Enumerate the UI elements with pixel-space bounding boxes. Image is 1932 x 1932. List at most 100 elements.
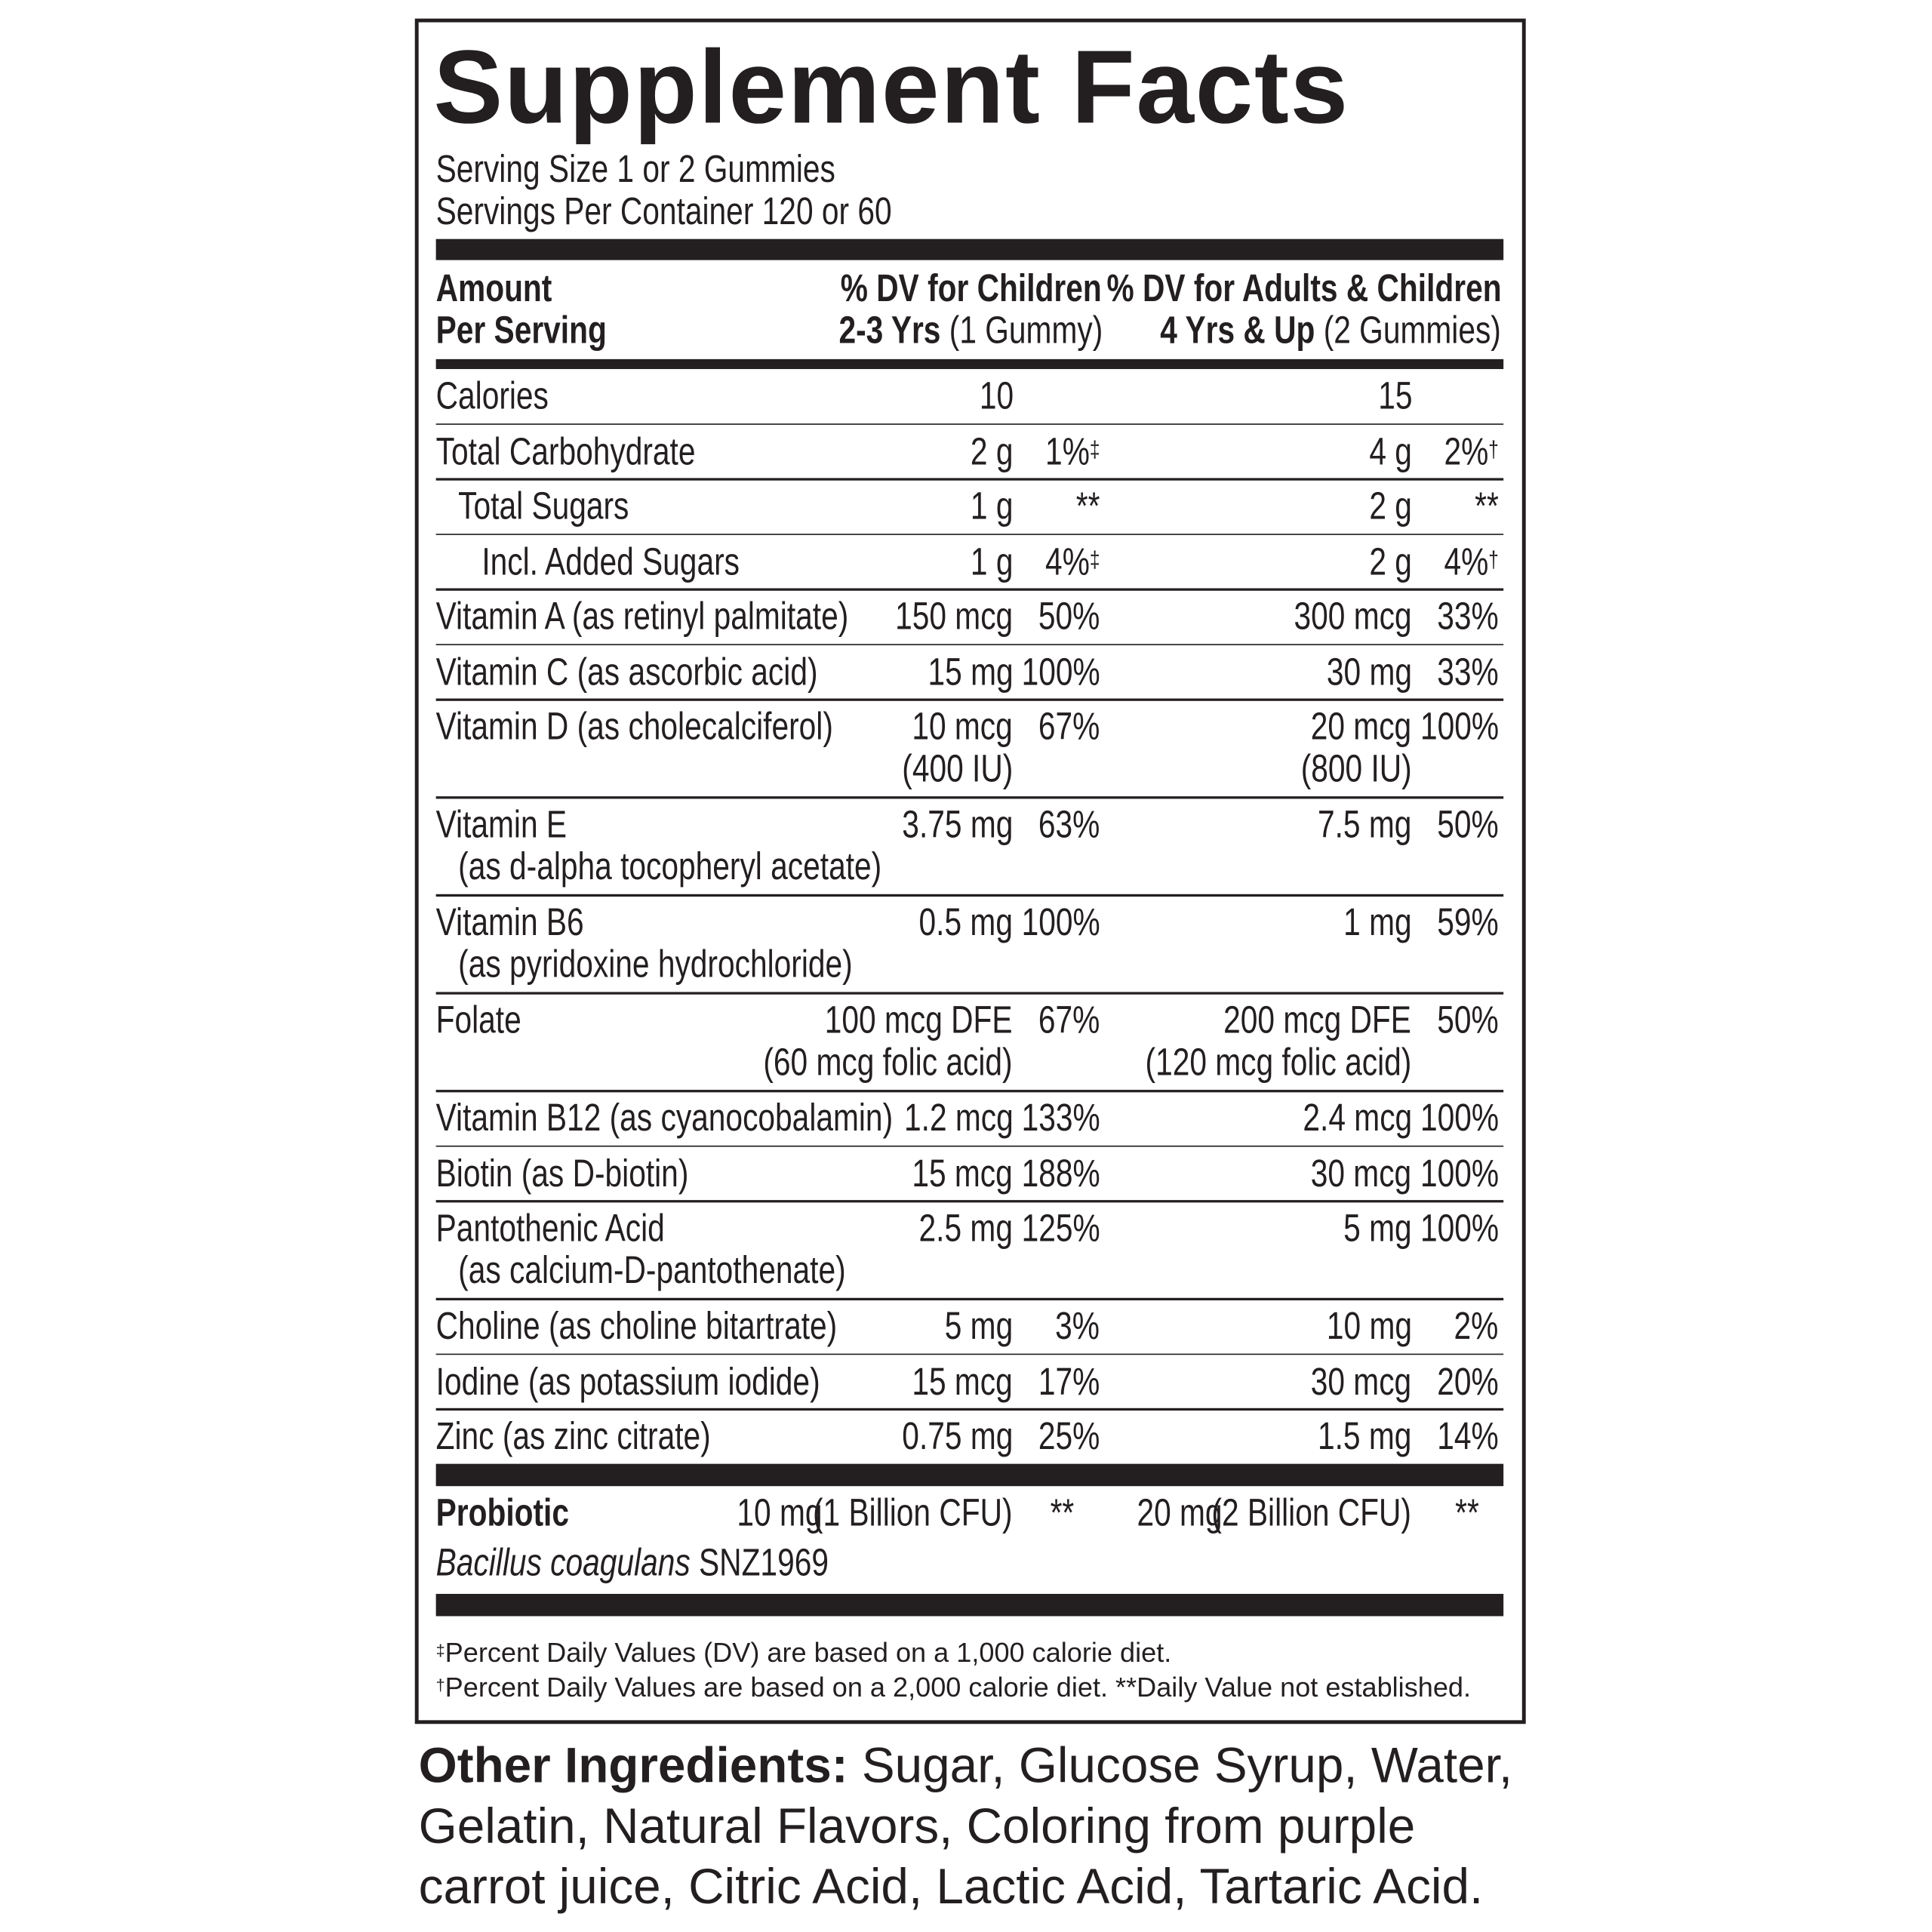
dv-mark: † — [1488, 435, 1499, 462]
other-ingredients-text: Sugar, Glucose Syrup, Water, Gelatin, Na… — [418, 1738, 1513, 1915]
children-age: 2-3 Yrs — [838, 308, 940, 352]
dv-value: 188% — [1021, 1151, 1100, 1195]
amount: 1 mg — [1343, 900, 1412, 944]
probiotic-amount: 20 mg — [1137, 1491, 1223, 1535]
daily-value: 20% — [1437, 1360, 1498, 1403]
probiotic-cfu: (2 Billion CFU) — [1212, 1491, 1412, 1535]
footnote-text: Percent Daily Values are based on a 2,00… — [445, 1672, 1472, 1703]
adults-header: % DV for Adults & Children — [1106, 266, 1501, 310]
nutrient-name: Iodine (as potassium iodide) — [435, 1358, 820, 1403]
row-rule — [435, 698, 1504, 700]
nutrient-name: Pantothenic Acid — [435, 1206, 665, 1250]
other-ingredients: Other Ingredients: Sugar, Glucose Syrup,… — [419, 1737, 1534, 1918]
nutrient-name: Choline (as choline bitartrate) — [435, 1303, 838, 1348]
dv-mark: ‡ — [1089, 435, 1100, 462]
probiotic-dv: ** — [1455, 1491, 1479, 1535]
nutrient-name: Vitamin D (as cholecalciferol) — [435, 704, 833, 749]
amount: 15 mg — [928, 649, 1014, 694]
nutrient-name: Vitamin C (as ascorbic acid) — [435, 649, 818, 694]
dv-value: 100% — [1420, 1151, 1499, 1195]
dv-value: 4% — [1444, 539, 1489, 583]
amount: 1.2 mcg — [903, 1096, 1014, 1140]
dv-value: 2% — [1444, 429, 1489, 473]
daily-value: 100% — [1021, 651, 1100, 693]
dv-mark: † — [1488, 545, 1499, 572]
row-rule — [435, 1407, 1504, 1411]
dv-value: ** — [1075, 484, 1100, 528]
daily-value: 100% — [1420, 1152, 1499, 1195]
daily-value: ** — [1475, 485, 1499, 528]
dv-value: 59% — [1437, 900, 1499, 944]
row-rule — [435, 1090, 1504, 1092]
row-rule — [435, 1297, 1504, 1300]
row-rule — [435, 796, 1504, 798]
row-rule — [435, 588, 1504, 590]
footnote-mark: ‡ — [435, 1641, 445, 1660]
dv-value: 100% — [1021, 900, 1100, 944]
daily-value: 50% — [1437, 998, 1498, 1041]
daily-value: 33% — [1437, 651, 1498, 693]
amount-header: Per Serving — [435, 308, 607, 352]
daily-value: 63% — [1038, 802, 1100, 846]
amount-header: Amount — [435, 266, 552, 310]
amount: 4 g — [1369, 429, 1412, 473]
dv-value: 3% — [1055, 1303, 1100, 1348]
dv-value: ** — [1474, 484, 1499, 528]
amount: 0.5 mg — [918, 900, 1014, 944]
dv-value: 14% — [1437, 1414, 1499, 1458]
nutrient-name: Vitamin E — [435, 802, 568, 846]
daily-value: ** — [1076, 485, 1100, 528]
amount: 0.75 mg — [902, 1414, 1014, 1458]
nutrient-name: (as d-alpha tocopheryl acetate) — [458, 844, 882, 888]
dv-value: 17% — [1038, 1358, 1100, 1403]
daily-value: 17% — [1038, 1358, 1100, 1403]
facts-box — [414, 18, 1526, 1724]
nutrient-name: Vitamin B12 (as cyanocobalamin) — [435, 1096, 894, 1140]
amount: 2.5 mg — [918, 1206, 1014, 1250]
daily-value: 100% — [1021, 900, 1100, 944]
row-rule — [435, 533, 1504, 535]
daily-value: 4%‡ — [1045, 540, 1100, 583]
footnote: ‡Percent Daily Values (DV) are based on … — [436, 1637, 1172, 1669]
amount: 100 mcg DFE — [825, 998, 1014, 1042]
amount: (120 mcg folic acid) — [1145, 1040, 1412, 1084]
strain: SNZ1969 — [699, 1540, 829, 1584]
amount: 20 mcg — [1311, 704, 1412, 749]
thick-bar — [435, 1463, 1504, 1487]
daily-value: 100% — [1420, 1207, 1499, 1250]
amount: 15 — [1377, 374, 1412, 418]
adults-qty: (2 Gummies) — [1323, 308, 1501, 352]
adults-header: 4 Yrs & Up (2 Gummies) — [1160, 309, 1501, 352]
dv-value: 33% — [1437, 649, 1499, 694]
probiotic-name: Probiotic — [435, 1491, 569, 1535]
nutrient-name: (as pyridoxine hydrochloride) — [458, 942, 853, 986]
daily-value: 50% — [1437, 803, 1498, 846]
amount: 7.5 mg — [1318, 802, 1412, 846]
row-rule — [435, 423, 1504, 425]
daily-value: 100% — [1420, 1097, 1499, 1140]
amount: 30 mg — [1326, 649, 1412, 694]
daily-value: 67% — [1038, 706, 1100, 748]
probiotic-species: Bacillus coagulans SNZ1969 — [436, 1540, 829, 1584]
daily-value: 133% — [1021, 1097, 1100, 1140]
amount: 15 mcg — [912, 1151, 1014, 1195]
amount: 200 mcg DFE — [1223, 998, 1412, 1042]
amount: 15 mcg — [912, 1358, 1014, 1403]
amount: (60 mcg folic acid) — [764, 1040, 1014, 1084]
row-rule — [435, 643, 1504, 645]
row-rule — [435, 1352, 1504, 1355]
amount: 30 mcg — [1311, 1358, 1412, 1403]
amount: 5 mg — [944, 1303, 1014, 1348]
amount: 2 g — [970, 429, 1014, 473]
daily-value: 2% — [1454, 1305, 1499, 1348]
amount: 30 mcg — [1311, 1151, 1412, 1195]
dv-value: 63% — [1038, 802, 1100, 846]
dv-mark: ‡ — [1089, 545, 1100, 572]
amount: 2 g — [1369, 539, 1412, 583]
footnote: †Percent Daily Values are based on a 2,0… — [436, 1672, 1471, 1704]
nutrient-name: (as calcium-D-pantothenate) — [458, 1248, 846, 1292]
children-qty: (1 Gummy) — [949, 308, 1103, 352]
daily-value: 50% — [1038, 595, 1100, 638]
